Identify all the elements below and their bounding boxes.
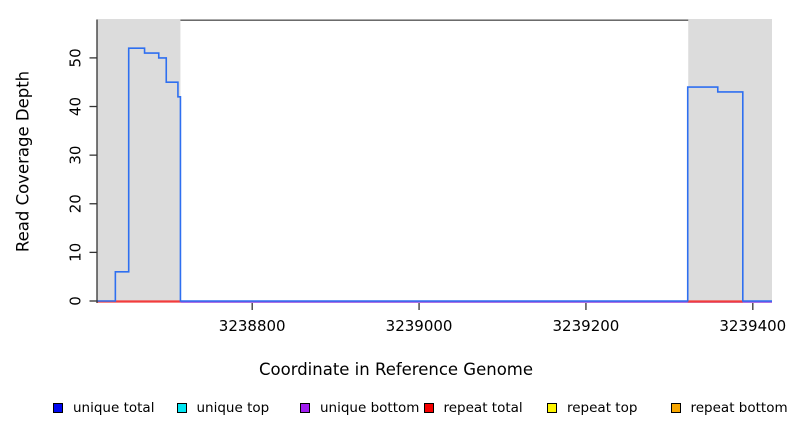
legend-swatch-unique-total: [53, 403, 63, 413]
y-tick-label: 50: [67, 48, 85, 67]
legend-label: repeat total: [443, 400, 523, 416]
legend-swatch-unique-bottom: [300, 403, 310, 413]
x-tick-label: 3238800: [219, 317, 286, 335]
legend-label: unique total: [73, 400, 155, 416]
y-tick-label: 0: [67, 296, 85, 306]
unique-total-curve: [97, 47, 772, 302]
legend-swatch-repeat-top: [547, 403, 557, 413]
legend-item-unique-top: unique top: [176, 399, 270, 417]
legend-item-repeat-bottom: repeat bottom: [670, 399, 788, 417]
legend-item-unique-bottom: unique bottom: [300, 399, 419, 417]
x-tick-label: 3239200: [553, 317, 620, 335]
y-tick-label: 10: [67, 243, 85, 262]
legend-label: unique top: [196, 400, 270, 416]
legend-item-unique-total: unique total: [53, 399, 154, 417]
x-axis-title: Coordinate in Reference Genome: [258, 360, 534, 379]
legend-label: repeat bottom: [690, 400, 788, 416]
legend-item-repeat-top: repeat top: [547, 399, 637, 417]
legend-label: unique bottom: [320, 400, 420, 416]
y-tick-label: 20: [67, 194, 85, 213]
x-tick-label: 3239400: [719, 317, 786, 335]
legend-label: repeat top: [567, 400, 638, 416]
shaded-region: [688, 19, 772, 301]
legend-swatch-repeat-bottom: [670, 403, 681, 413]
y-tick-label: 30: [67, 146, 85, 165]
y-axis-title: Read Coverage Depth: [13, 70, 33, 253]
shaded-region: [97, 19, 181, 301]
legend-swatch-repeat-total: [423, 403, 434, 413]
x-tick-label: 3239000: [386, 317, 453, 335]
legend-swatch-unique-top: [176, 403, 187, 413]
legend-item-repeat-total: repeat total: [423, 399, 523, 417]
y-tick-label: 40: [67, 97, 85, 116]
chart-legend: unique total unique top unique bottom repea…: [0, 399, 792, 421]
